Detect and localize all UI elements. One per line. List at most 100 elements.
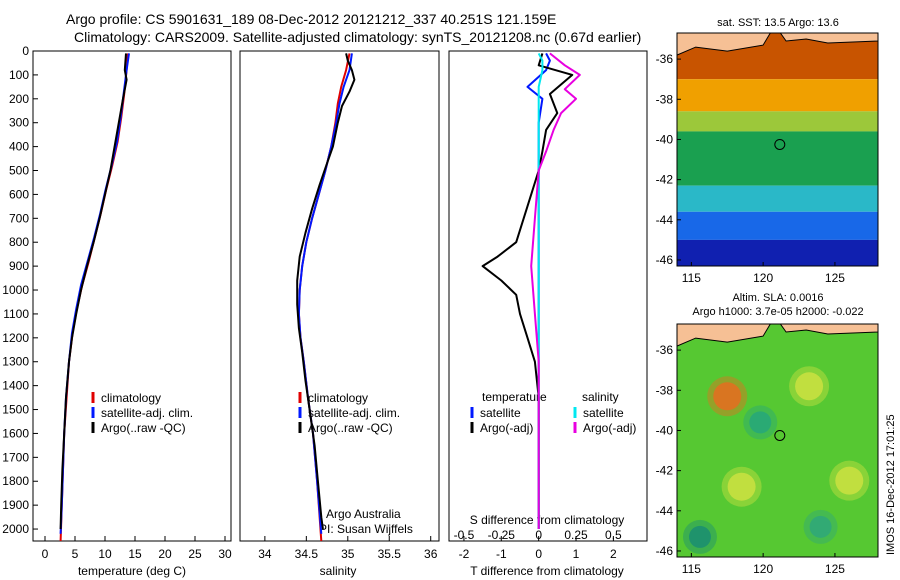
map-x-tick-label: 120 — [753, 562, 773, 576]
map-y-tick-label: -44 — [656, 504, 674, 518]
y-tick-label: 1500 — [2, 403, 29, 417]
x-tick-label: 35 — [341, 547, 355, 561]
sst-map-title: sat. SST: 13.5 Argo: 13.6 — [717, 17, 839, 29]
map-frame — [676, 323, 879, 558]
legend-salinity-heading: salinity — [582, 390, 619, 404]
secondary-x-tick-label: -0.5 — [454, 528, 475, 542]
y-tick-label: 700 — [9, 211, 29, 225]
sst-color-band — [677, 239, 878, 266]
y-tick-label: 900 — [9, 259, 29, 273]
x-tick-label: 36 — [424, 547, 438, 561]
x-tick-label: 25 — [188, 547, 202, 561]
map-frame — [676, 32, 879, 267]
x-tick-label: -2 — [459, 547, 470, 561]
temperature-axes-frame — [32, 50, 232, 542]
x-tick-label: 34.5 — [295, 547, 319, 561]
x-tick-label: 30 — [218, 547, 232, 561]
y-tick-label: 1000 — [2, 283, 29, 297]
map-y-tick-label: -36 — [656, 52, 674, 66]
map-x-tick-label: 125 — [825, 271, 845, 285]
legend-label: Argo(..raw -QC) — [308, 421, 393, 435]
y-tick-label: 100 — [9, 68, 29, 82]
argo-position-marker — [774, 429, 786, 441]
map-x-tick-label: 125 — [825, 562, 845, 576]
sst-color-band — [677, 185, 878, 212]
difference-axes-frame — [448, 50, 648, 542]
legend-label: satellite-adj. clim. — [101, 406, 193, 420]
sla-map-subtitle: Argo h1000: 3.7e-05 h2000: -0.022 — [692, 306, 863, 318]
map-y-tick-label: -40 — [656, 423, 674, 437]
legend-label: Argo(-adj) — [583, 421, 636, 435]
sst-color-band — [677, 211, 878, 240]
x-tick-label: 1 — [573, 547, 580, 561]
x-tick-label: 2 — [610, 547, 617, 561]
y-tick-label: 800 — [9, 235, 29, 249]
footer-stamp: IMOS 16-Dec-2012 17:01:25 — [885, 414, 897, 555]
sst-color-band — [677, 79, 878, 112]
sla-feature-positive — [727, 472, 756, 501]
temperature-x-axis-label: temperature (deg C) — [78, 564, 186, 578]
map-y-tick-label: -38 — [656, 383, 674, 397]
map-y-tick-label: -42 — [656, 173, 674, 187]
x-tick-label: 0 — [42, 547, 49, 561]
y-tick-label: 1200 — [2, 331, 29, 345]
legend-label: climatology — [101, 391, 161, 405]
salinity-x-axis-label: salinity — [320, 564, 357, 578]
map-y-tick-label: -46 — [656, 544, 674, 558]
secondary-x-tick-label: 0.5 — [605, 528, 622, 542]
legend-label: satellite — [480, 406, 521, 420]
y-tick-label: 600 — [9, 187, 29, 201]
x-tick-label: 10 — [98, 547, 112, 561]
sla-background — [677, 324, 878, 557]
y-tick-label: 2000 — [2, 522, 29, 536]
legend-label: climatology — [308, 391, 368, 405]
map-y-tick-label: -46 — [656, 253, 674, 267]
x-tick-label: 35.5 — [378, 547, 402, 561]
y-tick-label: 1300 — [2, 355, 29, 369]
x-tick-label: -1 — [496, 547, 507, 561]
credit-pi: PI: Susan Wijffels — [319, 522, 413, 536]
sla-feature-positive — [835, 466, 864, 495]
y-tick-label: 1600 — [2, 426, 29, 440]
sla-map-title: Altim. SLA: 0.0016 — [732, 292, 823, 304]
legend-label: satellite-adj. clim. — [308, 406, 400, 420]
series-line-argo — [481, 53, 574, 529]
x-tick-label: 0 — [535, 547, 542, 561]
sst-map-panel: sat. SST: 13.5 Argo: 13.6 — [717, 17, 839, 29]
sst-color-band — [677, 111, 878, 132]
sla-feature-negative — [749, 411, 772, 434]
map-y-tick-label: -44 — [656, 213, 674, 227]
australia-coast-land — [677, 324, 771, 347]
x-tick-label: 20 — [158, 547, 172, 561]
y-tick-label: 200 — [9, 92, 29, 106]
series-line-argo — [59, 53, 128, 530]
map-y-tick-label: -40 — [656, 132, 674, 146]
series-line-salinity_argo — [530, 52, 581, 529]
legend-temperature-heading: temperature — [482, 390, 547, 404]
y-tick-label: 1400 — [2, 379, 29, 393]
map-y-tick-label: -36 — [656, 343, 674, 357]
x-tick-label: 15 — [128, 547, 142, 561]
secondary-x-tick-label: 0 — [535, 528, 542, 542]
map-x-tick-label: 115 — [682, 562, 701, 576]
difference-s-axis-label: S difference from climatology — [470, 513, 625, 527]
y-tick-label: 1100 — [3, 307, 29, 321]
map-x-tick-label: 115 — [682, 271, 701, 285]
map-y-tick-label: -42 — [656, 464, 674, 478]
y-tick-label: 1900 — [2, 498, 29, 512]
credit-institution: Argo Australia — [326, 507, 401, 521]
salinity-axes-frame — [239, 50, 440, 542]
y-tick-label: 300 — [9, 116, 29, 130]
temperature-panel: temperature (deg C) — [32, 50, 232, 578]
map-field — [677, 324, 878, 557]
y-tick-label: 500 — [9, 164, 29, 178]
australia-coast-land — [677, 33, 771, 56]
sla-feature-negative — [688, 525, 711, 548]
sla-feature-negative — [809, 515, 832, 538]
secondary-x-tick-label: -0.25 — [488, 528, 516, 542]
map-x-tick-label: 120 — [753, 271, 773, 285]
secondary-x-tick-label: 0.25 — [564, 528, 588, 542]
y-tick-label: 1700 — [2, 450, 29, 464]
sla-feature-positive — [795, 372, 824, 401]
